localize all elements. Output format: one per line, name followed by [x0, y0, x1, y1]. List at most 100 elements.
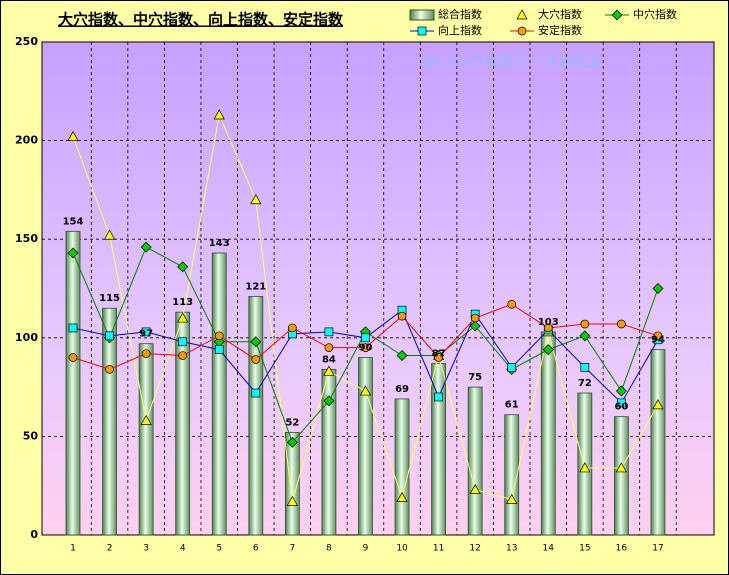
marker — [396, 350, 408, 362]
marker — [396, 491, 408, 502]
bar — [248, 295, 264, 536]
x-tick-label: 14 — [543, 544, 555, 554]
marker — [214, 345, 224, 354]
x-tick-label: 3 — [143, 544, 149, 554]
bar — [175, 311, 191, 536]
marker — [517, 26, 527, 36]
legend-label: 総合指数 — [438, 7, 482, 21]
marker — [615, 385, 627, 397]
marker — [178, 337, 188, 347]
marker — [288, 323, 297, 333]
marker — [617, 319, 626, 329]
bar — [211, 252, 227, 536]
bar — [650, 349, 666, 536]
y-tick-label: 100 — [15, 331, 38, 344]
marker — [67, 130, 79, 142]
marker — [141, 327, 151, 337]
data-label: 52 — [285, 417, 299, 428]
marker — [361, 333, 370, 343]
marker — [324, 327, 334, 337]
data-label: 154 — [63, 216, 84, 227]
marker — [251, 388, 261, 398]
y-tick-label: 250 — [15, 35, 38, 48]
chart-title: 大穴指数、中穴指数、向上指数、安定指数 — [58, 11, 344, 29]
plot-area — [42, 42, 714, 535]
marker — [361, 343, 370, 353]
bar — [540, 331, 556, 536]
legend-label: 大穴指数 — [538, 7, 582, 21]
x-tick-label: 15 — [579, 544, 590, 554]
marker — [177, 312, 189, 323]
marker — [652, 399, 664, 410]
marker — [542, 344, 554, 356]
data-label: 69 — [395, 384, 409, 395]
bar — [467, 386, 483, 536]
x-tick-label: 12 — [469, 544, 480, 554]
marker — [67, 247, 79, 259]
marker — [470, 313, 480, 323]
data-label: 90 — [359, 343, 373, 354]
marker — [251, 355, 261, 364]
marker — [653, 331, 663, 341]
x-tick-label: 9 — [363, 544, 369, 554]
data-label: 94 — [651, 335, 665, 346]
x-tick-label: 6 — [253, 544, 259, 554]
marker — [617, 398, 626, 408]
x-tick-label: 1 — [70, 544, 76, 554]
marker — [214, 331, 224, 341]
bar — [65, 230, 81, 536]
marker — [580, 319, 590, 329]
y-tick-label: 0 — [30, 528, 38, 541]
legend-label: 安定指数 — [538, 23, 582, 37]
x-tick-label: 13 — [506, 544, 517, 554]
marker — [103, 229, 116, 240]
marker — [68, 353, 78, 362]
marker — [611, 9, 623, 21]
data-label: 87 — [432, 348, 446, 359]
marker — [323, 395, 335, 407]
data-label: 75 — [468, 372, 482, 383]
marker — [580, 363, 590, 372]
x-tick-label: 2 — [107, 544, 113, 554]
marker — [286, 495, 298, 506]
watermark: @Caniの競馬データ研究室 — [420, 53, 603, 71]
y-tick-label: 50 — [23, 429, 39, 442]
marker — [105, 365, 114, 374]
bar — [431, 363, 447, 536]
marker — [359, 385, 372, 396]
marker — [213, 109, 225, 120]
marker — [177, 261, 189, 273]
marker — [323, 365, 335, 376]
x-tick-label: 8 — [326, 544, 332, 554]
marker — [434, 392, 443, 402]
marker — [579, 330, 591, 342]
x-tick-label: 5 — [216, 544, 222, 554]
data-label: 113 — [172, 297, 193, 308]
legend-swatch — [409, 9, 435, 21]
marker — [140, 414, 152, 425]
bar — [358, 357, 373, 536]
y-tick-label: 200 — [15, 134, 38, 147]
marker — [469, 320, 481, 332]
bar — [284, 432, 300, 536]
marker — [178, 351, 188, 360]
marker — [516, 9, 528, 20]
marker — [615, 462, 627, 473]
data-label: 60 — [614, 402, 628, 413]
x-tick-label: 10 — [396, 544, 408, 554]
marker — [397, 311, 407, 321]
bar — [138, 343, 154, 536]
marker — [507, 299, 517, 309]
data-label: 121 — [245, 281, 266, 292]
marker — [543, 323, 553, 333]
marker — [250, 194, 262, 205]
x-tick-label: 16 — [616, 544, 628, 554]
legend-label: 向上指数 — [438, 23, 482, 37]
data-label: 84 — [322, 354, 336, 365]
data-label: 103 — [538, 317, 559, 328]
marker — [579, 462, 591, 473]
data-label: 61 — [505, 400, 519, 411]
bar — [394, 398, 410, 536]
marker — [417, 26, 427, 36]
legend-label: 中穴指数 — [633, 7, 677, 21]
